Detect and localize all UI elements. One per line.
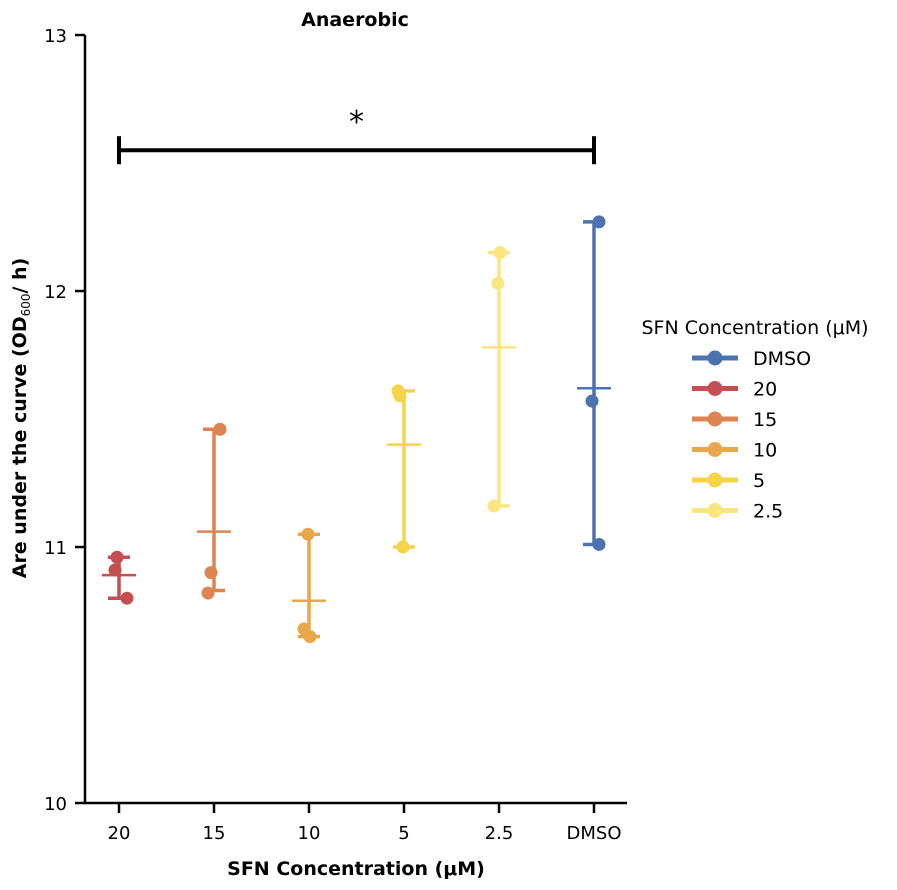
y-tick-label: 12 bbox=[44, 282, 67, 303]
significance-label: * bbox=[349, 105, 364, 140]
data-point bbox=[110, 550, 124, 564]
series-10 bbox=[292, 527, 326, 644]
legend-marker-DMSO bbox=[707, 350, 723, 366]
data-point bbox=[120, 591, 134, 605]
data-point bbox=[491, 276, 505, 290]
data-point bbox=[213, 422, 227, 436]
x-tick-label: 5 bbox=[398, 823, 409, 844]
x-axis-ticks: 20 15 10 5 2.5 DMSO bbox=[108, 803, 622, 844]
legend-label-15: 15 bbox=[753, 409, 777, 431]
data-point bbox=[592, 537, 606, 551]
legend-label-5: 5 bbox=[753, 470, 765, 492]
legend-marker-15 bbox=[707, 411, 723, 427]
legend-marker-20 bbox=[707, 381, 723, 396]
axes bbox=[83, 35, 627, 805]
data-point bbox=[393, 389, 407, 403]
legend-marker-10 bbox=[707, 442, 723, 457]
legend-title: SFN Concentration (μM) bbox=[642, 317, 869, 339]
data-point bbox=[396, 540, 410, 554]
data-point bbox=[201, 586, 215, 600]
y-axis-label-tail: / h) bbox=[9, 258, 31, 294]
data-point bbox=[585, 394, 599, 408]
series-20 bbox=[102, 550, 136, 605]
legend-marker-5 bbox=[707, 472, 723, 488]
x-tick-label: 2.5 bbox=[485, 823, 514, 844]
data-point bbox=[592, 215, 606, 229]
data-point bbox=[303, 630, 317, 644]
y-tick-label: 13 bbox=[44, 26, 67, 47]
data-point bbox=[487, 499, 501, 513]
x-tick-label: DMSO bbox=[567, 823, 622, 844]
series-2.5 bbox=[482, 246, 516, 513]
y-tick-label: 10 bbox=[44, 794, 67, 815]
legend-marker-2.5 bbox=[707, 503, 723, 518]
y-axis-ticks: 10 11 12 13 bbox=[44, 26, 85, 815]
data-point bbox=[204, 566, 218, 580]
data-point bbox=[108, 563, 122, 577]
x-tick-label: 20 bbox=[108, 823, 131, 844]
x-tick-label: 10 bbox=[298, 823, 321, 844]
chart-title: Anaerobic bbox=[301, 9, 409, 31]
series-5 bbox=[387, 384, 421, 554]
y-tick-label: 11 bbox=[44, 538, 67, 559]
data-point bbox=[301, 527, 315, 541]
series-DMSO bbox=[577, 215, 611, 551]
y-axis-label: Are under the curve (OD600/ h) bbox=[9, 258, 33, 579]
legend: SFN Concentration (μM) DMSO 20 15 10 5 2.5 bbox=[642, 317, 869, 523]
y-axis-label-subscript: 600 bbox=[19, 293, 33, 316]
x-tick-label: 15 bbox=[203, 823, 226, 844]
legend-label-10: 10 bbox=[753, 440, 777, 462]
significance-bracket: * bbox=[117, 105, 596, 165]
legend-label-20: 20 bbox=[753, 379, 777, 401]
x-axis-label: SFN Concentration (μM) bbox=[227, 858, 485, 880]
data-point bbox=[493, 246, 507, 260]
data-series bbox=[102, 215, 611, 644]
y-axis-label-main: Are under the curve (OD bbox=[9, 316, 31, 578]
legend-label-DMSO: DMSO bbox=[753, 348, 811, 370]
legend-label-2.5: 2.5 bbox=[753, 501, 783, 523]
series-15 bbox=[197, 422, 231, 600]
